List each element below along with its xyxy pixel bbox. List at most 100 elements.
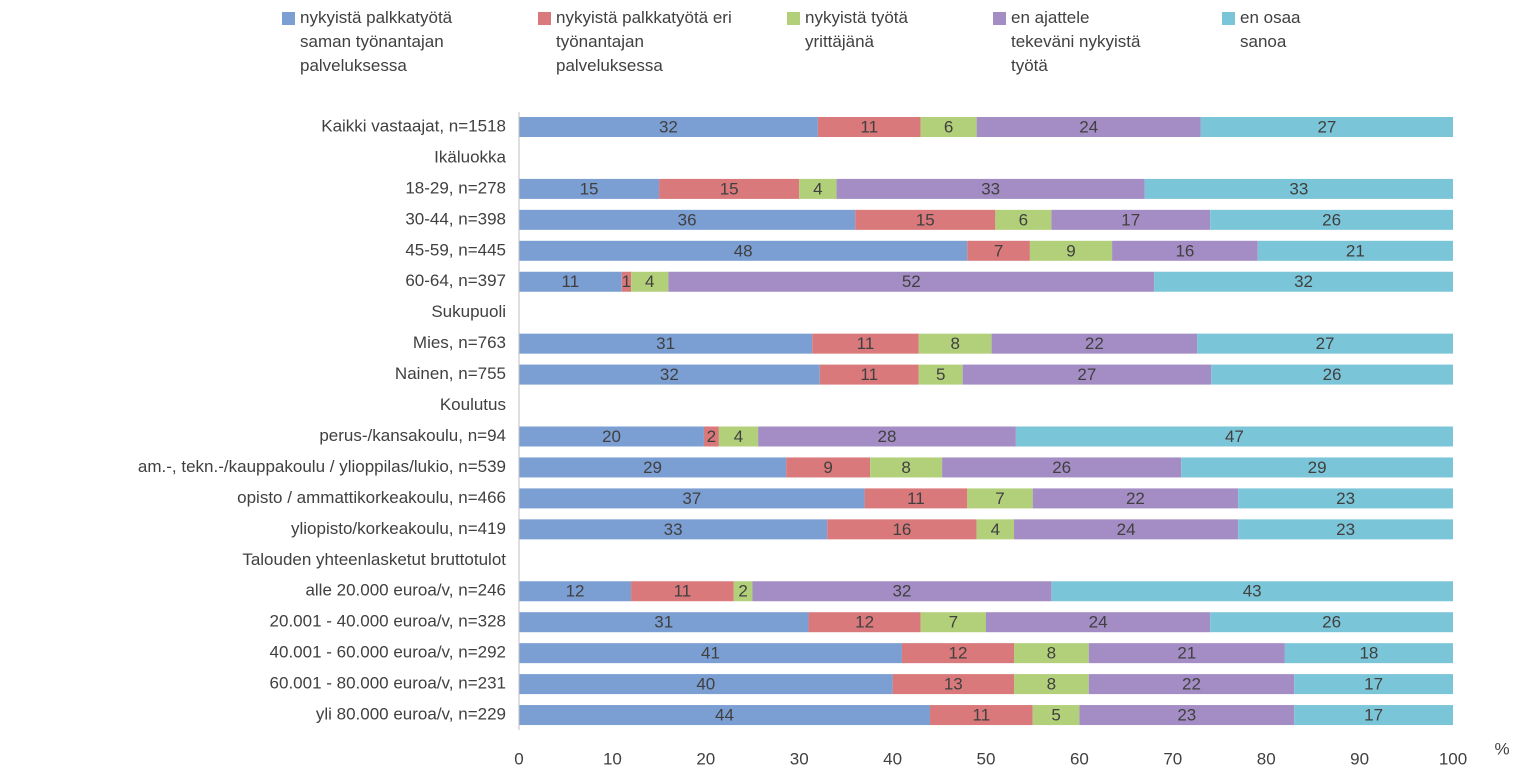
bar-segment	[519, 519, 828, 540]
data-label: 48	[734, 241, 753, 260]
bar-segment	[519, 488, 865, 509]
y-tick-label: Mies, n=763	[413, 333, 506, 352]
y-tick-label: Sukupuoli	[431, 302, 506, 321]
data-label: 7	[994, 241, 1003, 260]
bar-segment	[1211, 364, 1453, 385]
data-label: 52	[902, 272, 921, 291]
data-label: 2	[707, 427, 716, 446]
bar-segment	[1014, 643, 1089, 664]
data-label: 11	[562, 272, 580, 291]
data-label: 27	[1316, 334, 1335, 353]
bar-segment	[1238, 519, 1453, 540]
bar-segment	[786, 457, 871, 478]
data-label: 5	[1051, 706, 1060, 725]
bar-segment	[631, 581, 734, 602]
bar-segment	[1210, 209, 1453, 230]
bar-segment	[976, 519, 1015, 540]
bar-segment	[519, 457, 787, 478]
x-axis-unit: %	[1494, 739, 1509, 758]
data-label: 2	[738, 582, 747, 601]
data-label: 22	[1126, 489, 1145, 508]
data-label: 15	[720, 179, 739, 198]
data-label: 11	[907, 489, 925, 508]
y-tick-label: yliopisto/korkeakoulu, n=419	[291, 519, 506, 538]
data-label: 33	[664, 520, 683, 539]
bar-segment	[976, 117, 1201, 137]
y-tick-label: Koulutus	[440, 395, 506, 414]
data-label: 22	[1182, 675, 1201, 694]
bar-segment	[967, 240, 1030, 261]
y-tick-label: perus-/kansakoulu, n=94	[319, 426, 506, 445]
y-tick-label: am.-, tekn.-/kauppakoulu / ylioppilas/lu…	[138, 457, 506, 476]
bar-segment	[1210, 612, 1453, 633]
bar-segment	[519, 426, 704, 447]
bar-segment	[1032, 705, 1080, 726]
bar-segment	[1032, 488, 1239, 509]
bar-segment	[519, 240, 968, 261]
y-tick-label: Talouden yhteenlasketut bruttotulot	[242, 550, 506, 569]
bar-segment	[918, 364, 963, 385]
data-label: 36	[678, 210, 697, 229]
bar-segment	[519, 117, 818, 137]
data-label: 12	[949, 644, 968, 663]
data-label: 12	[855, 613, 874, 632]
x-tick-label: 50	[977, 749, 996, 768]
data-label: 8	[950, 334, 959, 353]
bar-segment	[1088, 674, 1295, 695]
y-tick-label: alle 20.000 euroa/v, n=246	[305, 581, 506, 600]
data-label: 18	[1359, 644, 1378, 663]
bar-segment	[1284, 643, 1453, 664]
bar-segment	[1029, 240, 1113, 261]
data-label: 23	[1336, 520, 1355, 539]
bar-segment	[1257, 240, 1453, 261]
data-label: 11	[973, 706, 991, 725]
bar-segment	[870, 457, 943, 478]
bar-segment	[991, 333, 1198, 354]
bar-segment	[1154, 271, 1453, 292]
bar-segment	[621, 271, 632, 292]
data-label: 29	[643, 458, 662, 477]
legend-label: nykyistä työtä yrittäjänä	[805, 8, 908, 51]
data-label: 29	[1308, 458, 1327, 477]
x-tick-label: 0	[514, 749, 523, 768]
data-label: 33	[981, 179, 1000, 198]
y-tick-label: 40.001 - 60.000 euroa/v, n=292	[270, 643, 506, 662]
data-label: 23	[1177, 706, 1196, 725]
data-label: 16	[892, 520, 911, 539]
data-label: 47	[1225, 427, 1244, 446]
bar-segment	[817, 117, 921, 137]
y-tick-label: 60-64, n=397	[405, 271, 506, 290]
x-tick-label: 80	[1257, 749, 1276, 768]
y-tick-label: 20.001 - 40.000 euroa/v, n=328	[270, 612, 506, 631]
data-label: 40	[696, 675, 715, 694]
data-label: 7	[949, 613, 958, 632]
data-label: 11	[674, 582, 692, 601]
bar-segment	[855, 209, 996, 230]
bar-segment	[1238, 488, 1453, 509]
data-label: 9	[1066, 241, 1075, 260]
bar-segment	[703, 426, 719, 447]
data-label: 13	[944, 675, 963, 694]
bar-segment	[901, 643, 1015, 664]
bar-segment	[892, 674, 1015, 695]
data-label: 43	[1243, 582, 1262, 601]
data-label: 26	[1323, 365, 1342, 384]
data-label: 8	[901, 458, 910, 477]
bar-segment	[519, 612, 809, 633]
x-tick-label: 70	[1163, 749, 1182, 768]
data-label: 15	[916, 210, 935, 229]
data-label: 32	[1294, 272, 1313, 291]
y-tick-label: Kaikki vastaajat, n=1518	[321, 116, 506, 135]
bar-segment	[864, 488, 968, 509]
bar-segment	[1051, 581, 1453, 602]
data-label: 26	[1322, 210, 1341, 229]
legend-label: en osaa sanoa	[1240, 8, 1301, 51]
bar-segment	[929, 705, 1033, 726]
bar-segment	[799, 178, 837, 199]
data-label: 5	[936, 365, 945, 384]
bar-segment	[819, 364, 919, 385]
bar-segment	[519, 705, 930, 726]
bar-segment	[995, 209, 1052, 230]
data-label: 20	[602, 427, 621, 446]
data-label: 44	[715, 706, 734, 725]
